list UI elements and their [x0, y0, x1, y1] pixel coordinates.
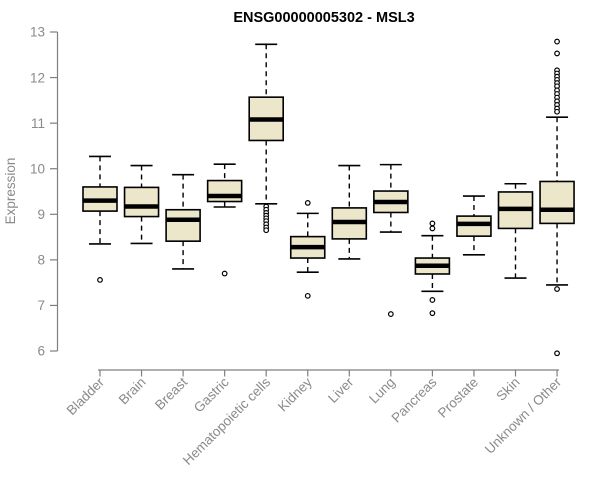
box-group-liver	[331, 164, 368, 260]
chart-title: ENSG00000005302 - MSL3	[233, 10, 414, 26]
iqr-box	[123, 186, 160, 218]
outlier-point	[221, 270, 228, 277]
x-tick-label: Skin	[493, 375, 522, 404]
box-group-lung	[373, 163, 409, 317]
box-group-bladder	[82, 155, 118, 283]
x-tick-label: Prostate	[435, 375, 481, 421]
x-tick-label: Lung	[366, 375, 398, 407]
iqr-box	[539, 180, 575, 225]
x-tick-label: Unknown / Other	[482, 374, 565, 457]
x-tick-label: Bladder	[64, 374, 108, 418]
x-tick-label: Gastric	[191, 374, 232, 415]
box-group-kidney	[289, 199, 326, 299]
iqr-box	[206, 179, 243, 203]
y-tick-label: 6	[37, 344, 45, 359]
outlier-point	[387, 311, 394, 317]
y-tick-label: 9	[37, 207, 45, 222]
outlier-point	[429, 220, 436, 227]
box-group-unknown-other	[539, 38, 575, 357]
x-tick-label: Liver	[325, 374, 357, 406]
y-axis-title: Expression	[3, 158, 18, 225]
x-tick-label: Brain	[116, 375, 149, 408]
y-tick-label: 11	[31, 116, 45, 131]
box-group-brain	[123, 164, 160, 245]
outlier-point	[554, 50, 560, 57]
box-group-hematopoietic-cells	[248, 43, 284, 234]
outlier-point	[554, 38, 560, 45]
box-group-prostate	[456, 195, 492, 256]
outlier-point	[429, 297, 436, 303]
outlier-point	[97, 277, 103, 283]
y-tick-label: 7	[37, 298, 45, 313]
y-tick-label: 13	[30, 25, 45, 40]
outlier-point	[554, 108, 560, 115]
box-group-pancreas	[414, 220, 451, 317]
outlier-point	[304, 292, 311, 299]
outlier-point	[554, 286, 560, 292]
y-tick-label: 12	[30, 70, 45, 85]
x-tick-label: Pancreas	[389, 374, 440, 425]
outlier-point	[554, 350, 560, 357]
iqr-box	[165, 208, 201, 242]
x-tick-label: Breast	[152, 374, 190, 412]
y-tick-label: 8	[37, 253, 45, 268]
outlier-point	[429, 310, 436, 317]
box-group-skin	[497, 182, 534, 279]
y-tick-label: 10	[30, 161, 45, 176]
outlier-point	[429, 225, 436, 232]
outlier-point	[263, 227, 270, 234]
box-group-breast	[165, 173, 201, 270]
iqr-box	[456, 215, 492, 237]
box-group-gastric	[206, 163, 243, 277]
outlier-point	[304, 199, 311, 206]
x-tick-label: Kidney	[275, 374, 315, 414]
